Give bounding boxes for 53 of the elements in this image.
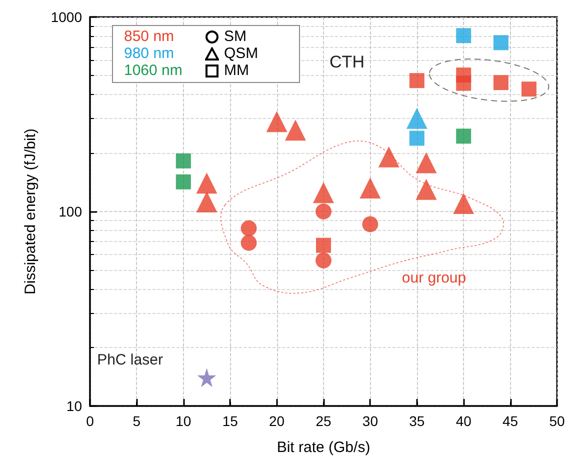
point (406, 108, 428, 129)
point (176, 153, 191, 168)
annotation: CTH (330, 52, 364, 72)
x-tick-label: 35 (409, 413, 425, 429)
point (266, 111, 288, 132)
point (409, 130, 424, 146)
x-tick-label: 5 (132, 413, 141, 429)
x-axis-title: Bit rate (Gb/s) (276, 439, 370, 456)
point (240, 234, 257, 251)
point (362, 216, 378, 232)
point (378, 146, 400, 168)
annotation: QSM (224, 45, 258, 62)
point (456, 128, 472, 144)
x-tick-label: 10 (176, 413, 192, 429)
point (197, 368, 216, 388)
point (196, 191, 218, 212)
y-axis-title: Dissipated energy (fJ/bit) (22, 128, 39, 294)
point (176, 174, 191, 190)
y-tick-label: 100 (58, 204, 82, 220)
point (416, 178, 437, 200)
point (493, 35, 508, 50)
y-tick-label: 1000 (50, 9, 82, 25)
point (313, 182, 334, 204)
point (316, 238, 331, 253)
point (284, 120, 306, 141)
point (240, 220, 257, 236)
x-tick-label: 15 (222, 413, 238, 429)
x-tick-label: 0 (86, 413, 94, 429)
annotation: MM (224, 62, 249, 79)
point (453, 192, 474, 214)
point (521, 82, 536, 97)
point (456, 28, 472, 44)
point (493, 75, 508, 90)
annotation: our group (402, 270, 466, 286)
point (196, 172, 218, 194)
point (456, 76, 472, 91)
x-tick-label: 50 (549, 413, 565, 429)
x-tick-label: 45 (502, 413, 518, 429)
point (409, 73, 424, 88)
x-tick-label: 20 (269, 413, 285, 429)
point (360, 178, 381, 199)
point (316, 252, 332, 268)
annotation: 1060 nm (124, 62, 182, 79)
annotation: 980 nm (124, 45, 174, 62)
point (416, 152, 437, 174)
x-tick-label: 30 (362, 413, 378, 429)
y-tick-label: 10 (66, 398, 82, 414)
x-tick-label: 40 (456, 413, 472, 429)
annotation: SM (224, 28, 246, 45)
annotation: 850 nm (124, 28, 174, 45)
x-tick-label: 25 (316, 413, 332, 429)
point (316, 204, 332, 220)
annotation: PhC laser (97, 352, 163, 368)
